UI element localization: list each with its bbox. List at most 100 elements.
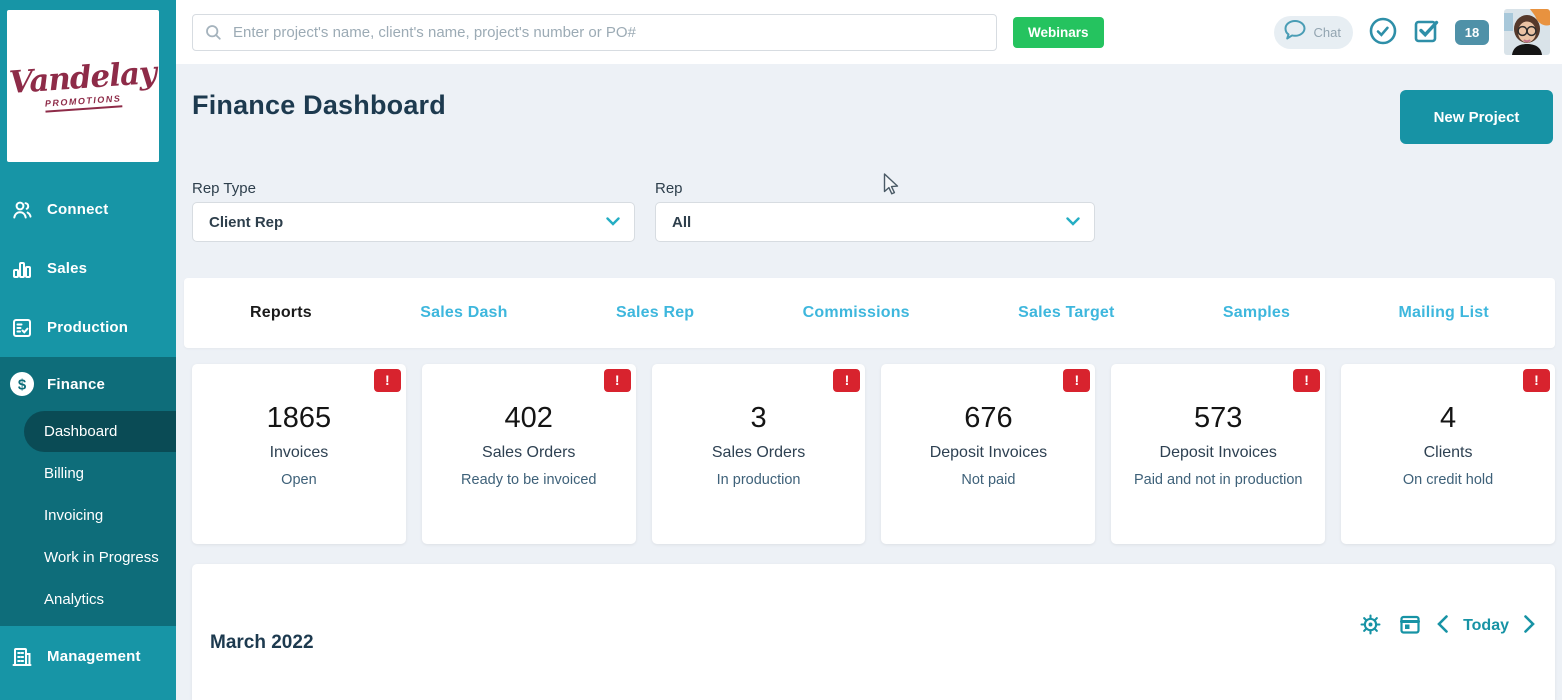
chat-label: Chat bbox=[1313, 24, 1341, 40]
stat-card-clients-credit-hold[interactable]: ! 4 Clients On credit hold bbox=[1341, 363, 1555, 544]
today-button[interactable]: Today bbox=[1463, 616, 1509, 634]
stat-value: 676 bbox=[964, 401, 1013, 434]
calendar-icon bbox=[1398, 612, 1422, 639]
alert-badge: ! bbox=[1522, 368, 1550, 392]
stat-card-deposit-invoices-notpaid[interactable]: ! 676 Deposit Invoices Not paid bbox=[881, 363, 1096, 544]
tab-samples[interactable]: Samples bbox=[1222, 303, 1291, 321]
sidebar-item-connect[interactable]: Connect bbox=[0, 180, 176, 239]
company-logo[interactable]: Vandelay PROMOTIONS bbox=[7, 10, 159, 162]
stat-label: Sales Orders bbox=[482, 443, 576, 461]
sidebar-subitem-analytics[interactable]: Analytics bbox=[0, 578, 176, 620]
approvals-clock-button[interactable] bbox=[1368, 16, 1398, 49]
sidebar-subitem-dashboard[interactable]: Dashboard bbox=[24, 411, 176, 452]
prev-period-button[interactable] bbox=[1437, 615, 1448, 636]
stat-sublabel: Ready to be invoiced bbox=[461, 471, 597, 488]
stat-label: Deposit Invoices bbox=[929, 443, 1048, 461]
search-icon bbox=[204, 23, 223, 47]
sidebar: Vandelay PROMOTIONS Connect bbox=[0, 0, 176, 700]
tab-reports[interactable]: Reports bbox=[250, 303, 312, 321]
filters-row: Rep Type Client Rep Rep All bbox=[176, 144, 1562, 242]
stat-label: Invoices bbox=[269, 443, 329, 461]
dollar-circle-icon: $ bbox=[9, 371, 35, 397]
stat-card-invoices-open[interactable]: ! 1865 Invoices Open bbox=[192, 363, 406, 544]
topbar-right: Chat bbox=[1273, 9, 1550, 55]
people-icon bbox=[9, 197, 35, 223]
chat-button[interactable]: Chat bbox=[1273, 15, 1353, 49]
calendar-panel: March 2022 bbox=[192, 563, 1555, 700]
stat-sublabel: In production bbox=[716, 471, 801, 488]
stat-value: 3 bbox=[750, 401, 767, 434]
sidebar-subitem-label: Dashboard bbox=[44, 423, 118, 440]
calendar-month-title: March 2022 bbox=[210, 631, 314, 653]
chevron-left-icon bbox=[1437, 615, 1448, 636]
alert-badge: ! bbox=[603, 368, 631, 392]
rep-label: Rep bbox=[655, 180, 683, 197]
check-circle-icon bbox=[1368, 16, 1398, 49]
alert-badge: ! bbox=[1063, 368, 1091, 392]
stat-card-sales-orders-ready[interactable]: ! 402 Sales Orders Ready to be invoiced bbox=[421, 363, 636, 544]
sidebar-subitem-invoicing[interactable]: Invoicing bbox=[0, 494, 176, 536]
page-title: Finance Dashboard bbox=[192, 90, 446, 120]
search-wrap bbox=[192, 13, 997, 51]
stat-value: 1865 bbox=[266, 401, 332, 434]
sidebar-subitem-label: Invoicing bbox=[44, 506, 104, 524]
stat-value: 402 bbox=[504, 401, 553, 434]
stat-card-deposit-invoices-paid[interactable]: ! 573 Deposit Invoices Paid and not in p… bbox=[1111, 363, 1326, 544]
sidebar-subitem-label: Billing bbox=[44, 464, 85, 482]
notification-count-badge[interactable]: 18 bbox=[1455, 19, 1489, 45]
chevron-down-icon bbox=[606, 213, 620, 231]
rep-type-select[interactable]: Client Rep bbox=[192, 202, 635, 242]
chat-bubble-icon bbox=[1282, 18, 1309, 47]
next-period-button[interactable] bbox=[1524, 615, 1535, 636]
bar-chart-icon bbox=[9, 256, 35, 282]
building-icon bbox=[9, 644, 35, 670]
sidebar-item-management[interactable]: Management bbox=[0, 627, 176, 686]
sidebar-item-production[interactable]: Production bbox=[0, 298, 176, 357]
sidebar-item-label: Connect bbox=[47, 201, 109, 218]
clipboard-check-icon bbox=[9, 315, 35, 341]
tab-sales-dash[interactable]: Sales Dash bbox=[420, 303, 508, 321]
sidebar-item-sales[interactable]: Sales bbox=[0, 239, 176, 298]
alert-badge: ! bbox=[1293, 368, 1321, 392]
webinars-button[interactable]: Webinars bbox=[1013, 16, 1104, 48]
calendar-settings-button[interactable] bbox=[1358, 612, 1383, 640]
tab-sales-rep[interactable]: Sales Rep bbox=[616, 303, 695, 321]
search-input[interactable] bbox=[192, 13, 997, 51]
stat-cards-row: ! 1865 Invoices Open ! 402 Sales Orders … bbox=[176, 348, 1562, 544]
calendar-view-button[interactable] bbox=[1398, 612, 1422, 639]
alert-badge: ! bbox=[833, 368, 861, 392]
tab-sales-target[interactable]: Sales Target bbox=[1018, 303, 1115, 321]
stat-sublabel: On credit hold bbox=[1402, 471, 1494, 488]
sidebar-item-label: Finance bbox=[47, 375, 106, 393]
stat-label: Deposit Invoices bbox=[1159, 443, 1277, 461]
sidebar-subitem-label: Work in Progress bbox=[44, 548, 159, 566]
sidebar-subitem-billing[interactable]: Billing bbox=[0, 452, 176, 494]
stat-sublabel: Paid and not in production bbox=[1133, 471, 1303, 488]
report-tabs: Reports Sales Dash Sales Rep Commissions… bbox=[184, 278, 1555, 348]
stat-sublabel: Open bbox=[281, 471, 317, 488]
rep-select[interactable]: All bbox=[655, 202, 1095, 242]
stat-value: 573 bbox=[1194, 401, 1243, 434]
sidebar-section-finance: $ Finance Dashboard Billing Invoicing Wo… bbox=[0, 357, 176, 626]
topbar: Webinars Chat bbox=[176, 0, 1562, 64]
gear-icon bbox=[1358, 612, 1383, 640]
user-avatar[interactable] bbox=[1504, 9, 1550, 55]
chevron-right-icon bbox=[1524, 615, 1535, 636]
rep-filter: Rep All bbox=[655, 180, 1095, 242]
svg-text:$: $ bbox=[18, 377, 27, 394]
sidebar-item-finance[interactable]: $ Finance bbox=[0, 357, 176, 411]
tab-mailing-list[interactable]: Mailing List bbox=[1398, 303, 1489, 321]
tasks-button[interactable] bbox=[1413, 18, 1440, 47]
stat-card-sales-orders-production[interactable]: ! 3 Sales Orders In production bbox=[651, 363, 866, 544]
page-header: Finance Dashboard New Project bbox=[176, 64, 1562, 144]
alert-badge: ! bbox=[373, 368, 401, 392]
chevron-down-icon bbox=[1066, 213, 1080, 231]
sidebar-item-label: Management bbox=[47, 648, 141, 665]
tab-commissions[interactable]: Commissions bbox=[802, 303, 910, 321]
new-project-button[interactable]: New Project bbox=[1400, 90, 1553, 144]
stat-value: 4 bbox=[1439, 401, 1457, 434]
main-area: Webinars Chat bbox=[176, 0, 1562, 700]
sidebar-subitem-work-in-progress[interactable]: Work in Progress bbox=[0, 536, 176, 578]
checkbox-check-icon bbox=[1413, 18, 1440, 47]
